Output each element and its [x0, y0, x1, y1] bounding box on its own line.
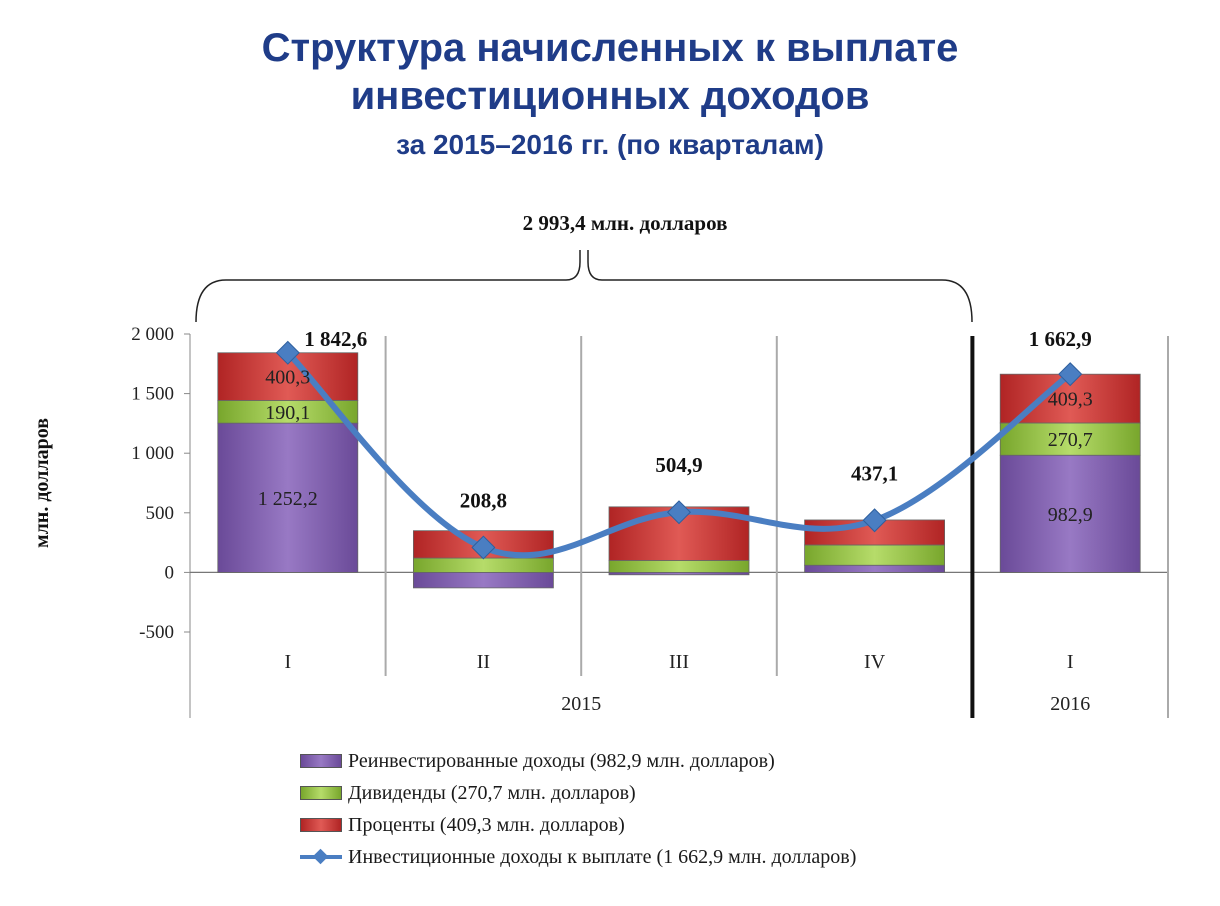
bar-label-reinvested: 982,9	[1048, 504, 1093, 526]
income-line-label: 1 662,9	[1029, 327, 1092, 351]
x-category-label: III	[669, 651, 689, 673]
income-line-marker	[275, 340, 300, 365]
y-axis-title: млн. долларов	[31, 418, 53, 548]
chart-legend: Реинвестированные доходы (982,9 млн. дол…	[300, 745, 856, 873]
legend-label-reinvested: Реинвестированные доходы (982,9 млн. дол…	[348, 749, 775, 772]
bar-label-interest: 400,3	[265, 367, 310, 389]
chart-title-line-2: инвестиционных доходов	[350, 74, 870, 118]
x-category-label: II	[477, 651, 490, 673]
income-line-label: 504,9	[655, 453, 702, 477]
bar-dividends	[412, 557, 554, 573]
year-total-bracket	[195, 250, 973, 323]
bar-label-interest: 409,3	[1048, 389, 1093, 411]
investment-income-chart: 2 993,4 млн. долларов -500 0 500 1 000 1 500…	[31, 211, 1169, 718]
x-category-label: I	[284, 651, 291, 673]
legend-item-income-line: Инвестиционные доходы к выплате (1 662,9…	[300, 841, 856, 873]
legend-item-reinvested: Реинвестированные доходы (982,9 млн. дол…	[300, 745, 856, 777]
x-group-label: 2015	[561, 693, 601, 715]
x-category-label: I	[1067, 651, 1074, 673]
bar-reinvested	[804, 564, 945, 573]
bar-dividends	[804, 544, 945, 566]
bar-reinvested	[412, 572, 554, 589]
y-tick-label: 1 500	[131, 384, 174, 405]
chart-subtitle: за 2015–2016 гг. (по кварталам)	[396, 129, 824, 160]
y-tick-label: 1 000	[131, 443, 174, 464]
bar-reinvested	[217, 422, 359, 573]
legend-item-dividends: Дивиденды (270,7 млн. долларов)	[300, 777, 856, 809]
legend-swatch-dividends	[300, 786, 342, 800]
bar-dividends	[608, 560, 750, 573]
bar-label-dividends: 270,7	[1048, 429, 1093, 451]
x-group-label: 2016	[1050, 693, 1090, 715]
income-line-label: 208,8	[460, 489, 507, 513]
chart-title-line-1: Структура начисленных к выплате	[261, 26, 959, 70]
legend-label-interest: Проценты (409,3 млн. долларов)	[348, 813, 625, 836]
legend-swatch-income-line	[300, 850, 342, 864]
bracket-total-label: 2 993,4 млн. долларов	[523, 211, 728, 235]
legend-swatch-interest	[300, 818, 342, 832]
legend-label-dividends: Дивиденды (270,7 млн. долларов)	[348, 781, 636, 804]
income-line-marker	[1058, 362, 1083, 387]
bar-dividends	[999, 422, 1141, 456]
income-line-label: 1 842,6	[304, 327, 367, 351]
income-line-marker	[862, 508, 887, 533]
y-tick-label: -500	[139, 622, 174, 643]
y-tick-label: 2 000	[131, 324, 174, 345]
bar-label-reinvested: 1 252,2	[258, 488, 318, 510]
income-line-label: 437,1	[851, 461, 898, 485]
y-tick-label: 500	[146, 503, 175, 524]
bar-label-dividends: 190,1	[265, 402, 310, 424]
legend-label-income-line: Инвестиционные доходы к выплате (1 662,9…	[348, 845, 857, 868]
y-tick-label: 0	[165, 562, 175, 583]
x-category-label: IV	[864, 651, 886, 673]
legend-swatch-reinvested	[300, 754, 342, 768]
income-line-marker	[666, 500, 692, 525]
income-line-marker	[471, 535, 496, 560]
bar-reinvested	[999, 454, 1141, 573]
legend-item-interest: Проценты (409,3 млн. долларов)	[300, 809, 856, 841]
